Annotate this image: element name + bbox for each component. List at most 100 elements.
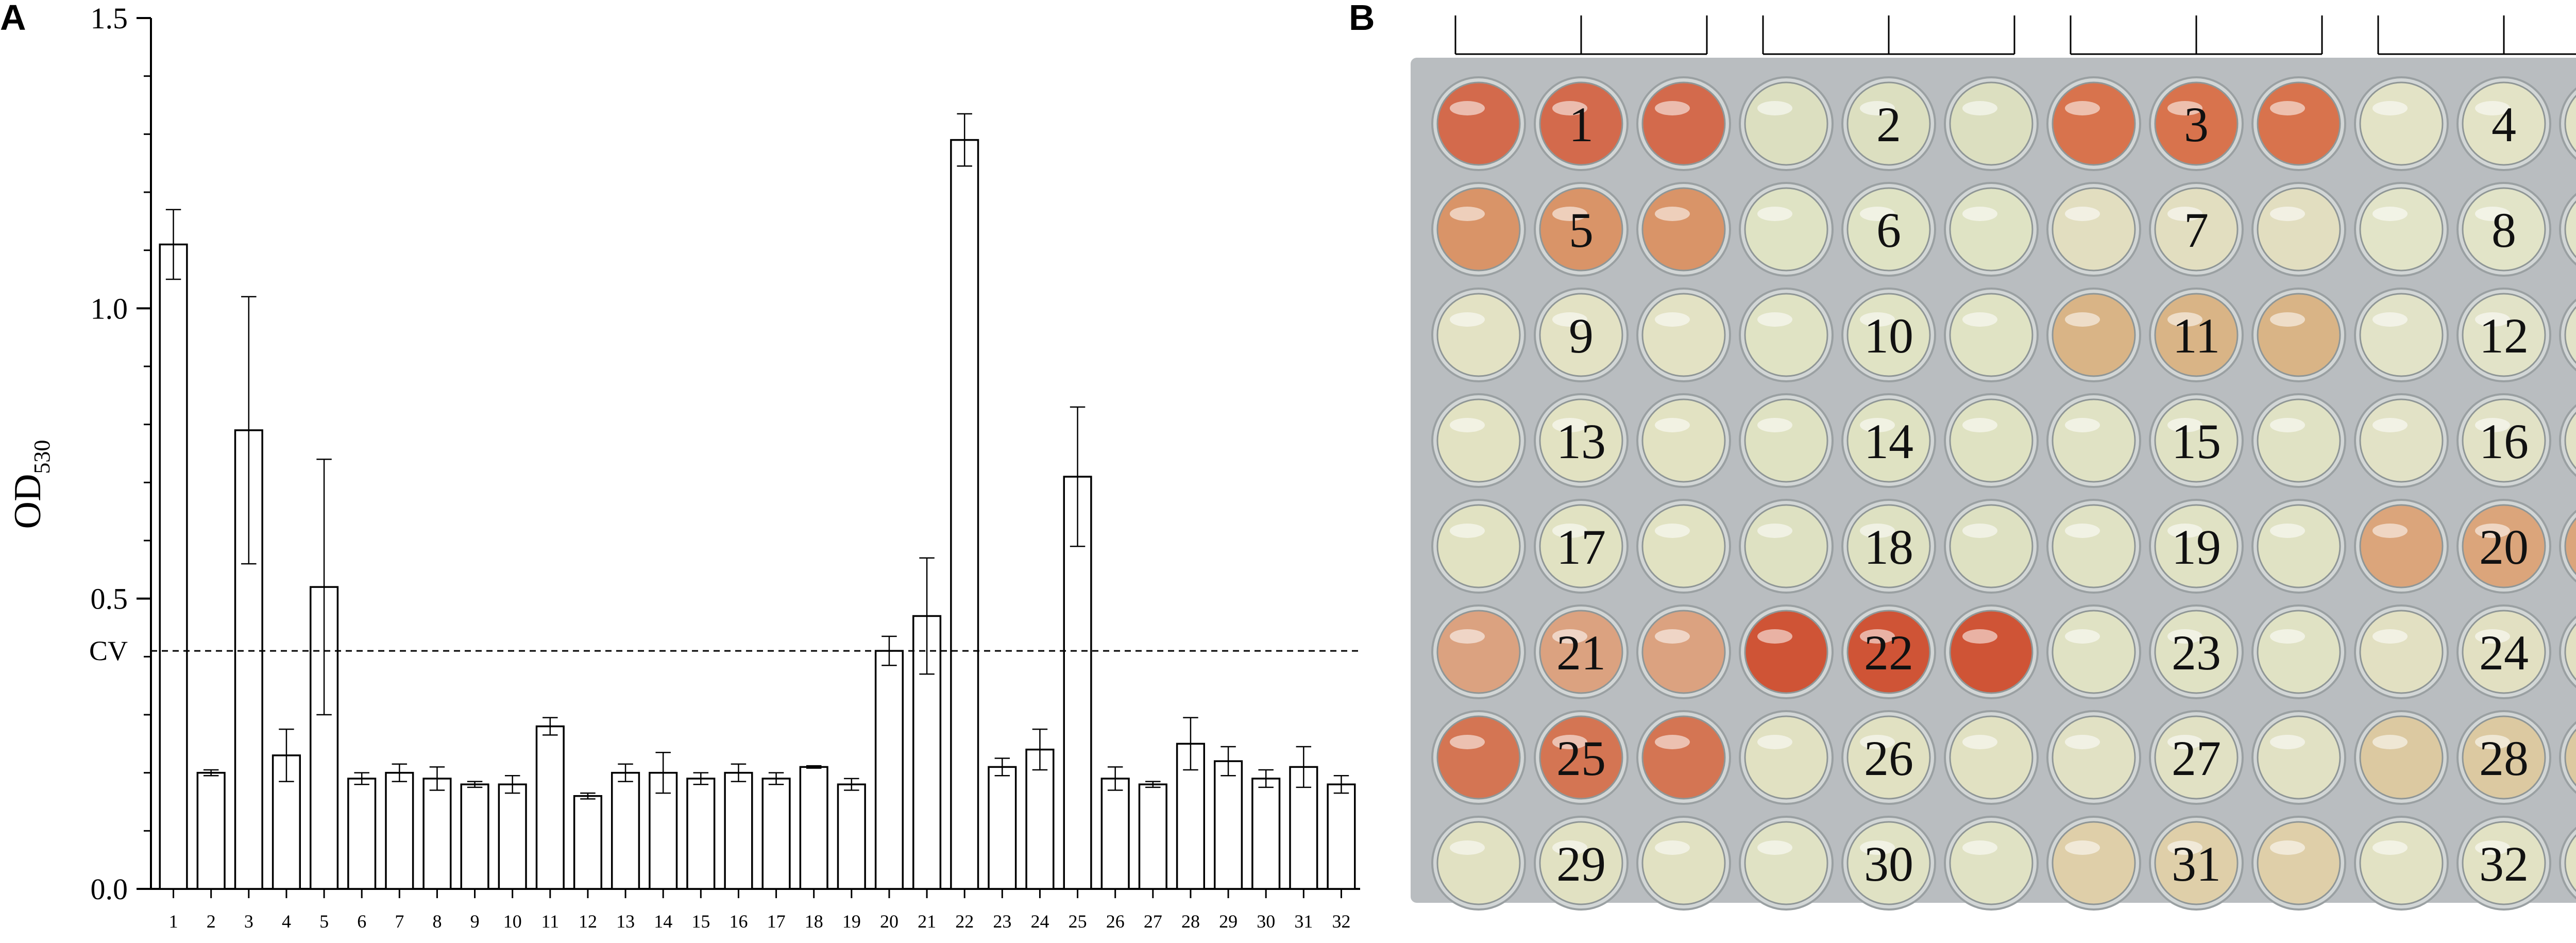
well-number-label: 5: [1569, 203, 1594, 258]
well-number-label: 4: [2492, 97, 2516, 152]
well: [1436, 187, 1521, 272]
well: [2564, 517, 2576, 576]
well-highlight: [1860, 524, 1895, 538]
well: [1436, 504, 1521, 588]
well-highlight: [2065, 840, 2100, 855]
well-highlight: [1552, 629, 1587, 644]
well-number-label: 22: [1864, 625, 1913, 680]
well-highlight: [1450, 629, 1485, 644]
well: [1744, 293, 1828, 377]
well-highlight: [2167, 629, 2202, 644]
well-highlight: [1860, 207, 1895, 221]
x-tick-label: 13: [616, 911, 635, 932]
well: [2257, 504, 2341, 588]
bar: [950, 139, 979, 890]
well: [1436, 715, 1521, 800]
well-highlight: [2372, 418, 2408, 432]
bar: [422, 778, 452, 890]
y-tick-label: 1.5: [91, 2, 128, 35]
well-highlight: [1757, 840, 1792, 855]
replicate-brackets: [1454, 15, 2576, 55]
x-tick-label: 10: [503, 911, 522, 932]
well-highlight: [1860, 629, 1895, 644]
well-number-label: 2: [1876, 97, 1901, 152]
x-tick-label: 22: [955, 911, 974, 932]
well: [1949, 81, 2033, 166]
svg-text:OD530: OD530: [7, 440, 55, 529]
well-highlight: [1552, 207, 1587, 221]
x-tick-label: 27: [1144, 911, 1162, 932]
well-highlight: [1552, 312, 1587, 327]
well-highlight: [1450, 735, 1485, 749]
y-tick-label: 0.0: [91, 872, 128, 906]
well-highlight: [1552, 735, 1587, 749]
well: [1641, 715, 1726, 800]
bar: [1251, 778, 1281, 890]
bars: [159, 139, 1356, 890]
well: [2359, 293, 2444, 377]
well-highlight: [1450, 101, 1485, 115]
well-highlight: [1962, 207, 1997, 221]
bar: [988, 766, 1017, 890]
well: [2564, 94, 2576, 153]
x-tick-label: 15: [691, 911, 710, 932]
well: [2257, 715, 2341, 800]
well-number-label: 1: [1569, 97, 1594, 152]
well-highlight: [1655, 840, 1690, 855]
well-highlight: [2270, 418, 2305, 432]
well: [1744, 821, 1828, 905]
well: [2359, 187, 2444, 272]
x-tick-label: 29: [1219, 911, 1238, 932]
x-tick-label: 3: [244, 911, 253, 932]
bar-chart-panel: 0.00.51.01.5 1 2 3 4 5 6 7 8 9 10 11 12 13 14 15 16 17 18…: [7, 2, 1360, 932]
well-highlight: [2270, 101, 2305, 115]
well-highlight: [2372, 312, 2408, 327]
well: [2257, 293, 2341, 377]
well-number-label: 14: [1864, 414, 1913, 469]
well-highlight: [1552, 418, 1587, 432]
well-highlight: [1552, 101, 1587, 115]
well-highlight: [2167, 840, 2202, 855]
x-tick-label: 20: [880, 911, 899, 932]
x-tick-label: 25: [1069, 911, 1087, 932]
well-highlight: [1450, 840, 1485, 855]
x-tick-label: 19: [842, 911, 861, 932]
well: [1436, 398, 1521, 483]
well-number-label: 11: [2173, 308, 2220, 363]
bar: [611, 771, 640, 890]
well-number-label: 13: [1556, 414, 1606, 469]
x-tick-label: 16: [729, 911, 748, 932]
well: [2052, 610, 2136, 694]
x-tick-label: 26: [1106, 911, 1125, 932]
well: [2052, 504, 2136, 588]
well-number-label: 28: [2479, 731, 2529, 786]
well-highlight: [1655, 207, 1690, 221]
well-highlight: [2167, 735, 2202, 749]
bar: [535, 725, 565, 890]
well-highlight: [1962, 101, 1997, 115]
well-highlight: [1552, 840, 1587, 855]
well: [2359, 398, 2444, 483]
well-highlight: [2372, 101, 2408, 115]
well-highlight: [2270, 524, 2305, 538]
well-highlight: [1757, 207, 1792, 221]
well-number-label: 24: [2479, 625, 2529, 680]
well: [1436, 610, 1521, 694]
well: [2564, 622, 2576, 681]
well-highlight: [2475, 524, 2510, 538]
well-number-label: 32: [2479, 836, 2529, 891]
well-number-label: 9: [1569, 308, 1594, 363]
well-highlight: [2475, 840, 2510, 855]
well-highlight: [2065, 101, 2100, 115]
well: [2257, 187, 2341, 272]
well: [1949, 398, 2033, 483]
well: [1949, 715, 2033, 800]
well-highlight: [2065, 312, 2100, 327]
well-highlight: [1860, 312, 1895, 327]
x-tick-label: 12: [579, 911, 597, 932]
well-highlight: [1757, 735, 1792, 749]
bar: [498, 783, 527, 890]
well-highlight: [2065, 207, 2100, 221]
